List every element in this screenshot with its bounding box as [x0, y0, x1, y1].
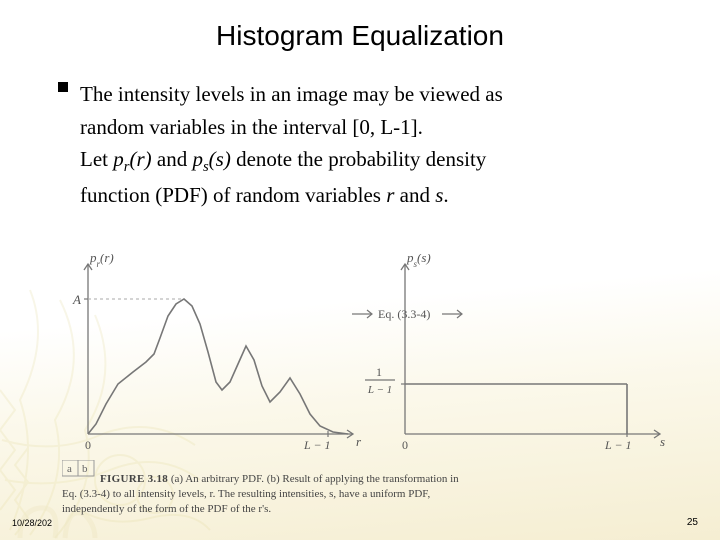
- footer-page-number: 25: [687, 517, 698, 528]
- caption-2: Eq. (3.3-4) to all intensity levels, r. …: [62, 487, 662, 502]
- footer-date: 10/28/202: [12, 518, 52, 528]
- right-xvar: s: [660, 434, 665, 449]
- pr-base: p: [113, 147, 124, 171]
- left-x0: 0: [85, 438, 91, 452]
- body-paragraph: The intensity levels in an image may be …: [80, 78, 660, 212]
- figure-caption: FIGURE 3.18 (a) An arbitrary PDF. (b) Re…: [62, 472, 662, 517]
- ps-base: p: [192, 147, 203, 171]
- caption-3: independently of the form of the PDF of …: [62, 502, 662, 517]
- slide-title: Histogram Equalization: [0, 20, 720, 52]
- center-arrow: Eq. (3.3-4): [352, 307, 462, 321]
- ps-arg: (s): [209, 147, 231, 171]
- right-panel: 1 L − 1 ps(s) 0 L − 1 s: [365, 254, 665, 452]
- svg-text:pr(r): pr(r): [89, 254, 114, 269]
- svg-text:L − 1: L − 1: [367, 384, 392, 396]
- eq-label: Eq. (3.3-4): [378, 307, 430, 321]
- caption-1: (a) An arbitrary PDF. (b) Result of appl…: [168, 473, 459, 485]
- body-line1: The intensity levels in an image may be …: [80, 82, 503, 106]
- body-line3-suffix: denote the probability density: [231, 147, 486, 171]
- pr-arg: (r): [129, 147, 151, 171]
- body-line2: random variables in the interval [0, L-1…: [80, 115, 423, 139]
- A-label: A: [72, 292, 81, 307]
- left-panel: pr(r) A 0 L − 1 r: [72, 254, 362, 452]
- body-line3-mid: and: [152, 147, 193, 171]
- right-xL: L − 1: [604, 438, 632, 452]
- body-line4-end: .: [443, 183, 448, 207]
- left-xL: L − 1: [303, 438, 331, 452]
- bullet-icon: [58, 82, 68, 92]
- svg-text:1: 1: [376, 365, 382, 379]
- left-xvar: r: [356, 434, 362, 449]
- body-line4-mid: and: [394, 183, 435, 207]
- figure-3-18: pr(r) A 0 L − 1 r Eq. (3.3-4) 1: [60, 254, 670, 474]
- figure-number: FIGURE 3.18: [100, 473, 168, 485]
- slide: Histogram Equalization The intensity lev…: [0, 0, 720, 540]
- right-x0: 0: [402, 438, 408, 452]
- svg-text:ps(s): ps(s): [406, 254, 431, 269]
- body-line4-prefix: function (PDF) of random variables: [80, 183, 386, 207]
- body-line3-prefix: Let: [80, 147, 113, 171]
